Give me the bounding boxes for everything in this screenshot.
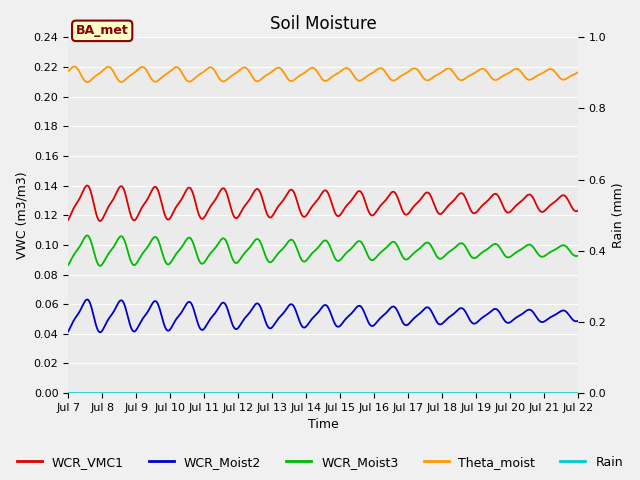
Title: Soil Moisture: Soil Moisture bbox=[270, 15, 376, 33]
Rain bbox=[207, 390, 214, 396]
Y-axis label: Rain (mm): Rain (mm) bbox=[612, 182, 625, 248]
Rain bbox=[381, 390, 389, 396]
WCR_VMC1 bbox=[83, 182, 91, 188]
WCR_VMC1 bbox=[575, 208, 582, 214]
WCR_Moist3 bbox=[574, 253, 582, 259]
WCR_VMC1 bbox=[373, 208, 381, 214]
WCR_VMC1 bbox=[526, 192, 534, 198]
Rain bbox=[574, 390, 582, 396]
WCR_VMC1 bbox=[96, 218, 104, 224]
WCR_Moist3 bbox=[526, 242, 534, 248]
Theta_moist bbox=[83, 79, 91, 85]
WCR_VMC1 bbox=[574, 208, 582, 214]
WCR_Moist2 bbox=[382, 311, 390, 316]
WCR_Moist2 bbox=[373, 319, 381, 325]
WCR_VMC1 bbox=[382, 197, 390, 203]
Theta_moist bbox=[207, 64, 215, 70]
WCR_Moist2 bbox=[83, 297, 91, 302]
Legend: WCR_VMC1, WCR_Moist2, WCR_Moist3, Theta_moist, Rain: WCR_VMC1, WCR_Moist2, WCR_Moist3, Theta_… bbox=[12, 451, 628, 474]
WCR_VMC1 bbox=[174, 202, 182, 207]
WCR_Moist2 bbox=[574, 318, 582, 324]
WCR_Moist2 bbox=[575, 318, 582, 324]
WCR_Moist3 bbox=[373, 253, 381, 259]
WCR_Moist3 bbox=[382, 245, 390, 251]
Theta_moist bbox=[526, 77, 534, 83]
Rain bbox=[173, 390, 181, 396]
Theta_moist bbox=[382, 70, 390, 75]
Theta_moist bbox=[70, 64, 78, 70]
WCR_Moist3 bbox=[96, 263, 104, 269]
WCR_Moist3 bbox=[64, 262, 72, 268]
WCR_Moist3 bbox=[83, 233, 91, 239]
Rain bbox=[575, 390, 582, 396]
X-axis label: Time: Time bbox=[308, 419, 339, 432]
WCR_Moist3 bbox=[174, 249, 182, 255]
WCR_VMC1 bbox=[207, 203, 215, 209]
Line: Theta_moist: Theta_moist bbox=[68, 67, 579, 82]
WCR_Moist2 bbox=[174, 314, 182, 320]
WCR_Moist2 bbox=[526, 307, 534, 312]
Rain bbox=[372, 390, 380, 396]
WCR_Moist3 bbox=[207, 250, 215, 256]
WCR_Moist2 bbox=[64, 329, 72, 335]
Theta_moist bbox=[373, 67, 381, 72]
Rain bbox=[526, 390, 534, 396]
WCR_Moist2 bbox=[207, 315, 215, 321]
Line: WCR_Moist2: WCR_Moist2 bbox=[68, 300, 579, 332]
Theta_moist bbox=[575, 69, 582, 75]
WCR_VMC1 bbox=[64, 217, 72, 223]
WCR_Moist3 bbox=[575, 252, 582, 258]
Theta_moist bbox=[64, 68, 72, 74]
Theta_moist bbox=[174, 65, 182, 71]
Line: WCR_VMC1: WCR_VMC1 bbox=[68, 185, 579, 221]
Y-axis label: VWC (m3/m3): VWC (m3/m3) bbox=[15, 171, 28, 259]
Rain bbox=[64, 390, 72, 396]
Text: BA_met: BA_met bbox=[76, 24, 129, 37]
WCR_Moist2 bbox=[96, 329, 104, 335]
Theta_moist bbox=[574, 70, 582, 75]
Line: WCR_Moist3: WCR_Moist3 bbox=[68, 236, 579, 266]
